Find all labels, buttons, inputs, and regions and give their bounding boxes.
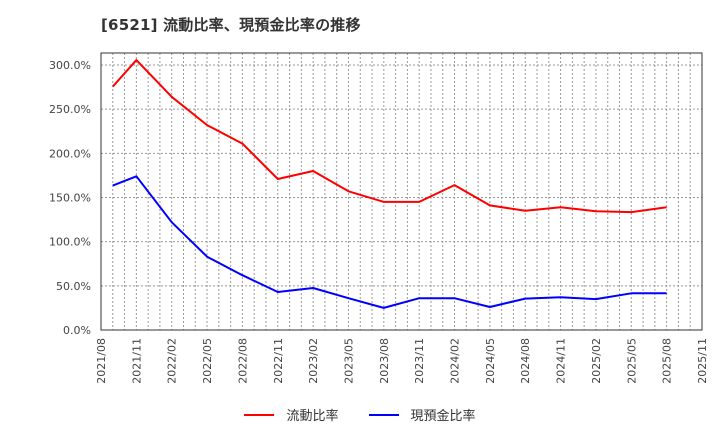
x-tick-label: 2021/08 [95, 338, 108, 384]
series-line-cash-ratio [112, 175, 667, 309]
x-tick-label: 2021/11 [130, 338, 143, 384]
x-tick-label: 2024/08 [519, 338, 532, 384]
x-tick-label: 2022/02 [166, 338, 179, 384]
x-tick-label: 2024/11 [555, 338, 568, 384]
x-tick-label: 2022/05 [201, 338, 214, 384]
x-tick-label: 2024/05 [484, 338, 497, 384]
x-tick-label: 2025/05 [625, 338, 638, 384]
x-tick-label: 2022/11 [272, 338, 285, 384]
x-tick-label: 2023/11 [413, 338, 426, 384]
legend: 流動比率 現預金比率 [0, 405, 720, 424]
legend-item-current-ratio: 流動比率 [244, 405, 339, 424]
legend-swatch-red [244, 413, 275, 416]
x-tick-label: 2023/05 [342, 338, 355, 384]
data-lines [112, 59, 667, 309]
x-tick-label: 2024/02 [449, 338, 462, 384]
legend-item-cash-ratio: 現預金比率 [368, 405, 476, 424]
y-tick-label: 150.0% [49, 192, 91, 205]
y-tick-label: 300.0% [49, 59, 91, 72]
y-tick-label: 0.0% [63, 324, 91, 337]
y-tick-label: 100.0% [49, 236, 91, 249]
y-tick-label: 200.0% [49, 147, 91, 160]
legend-swatch-blue [368, 413, 399, 416]
chart-title: [6521] 流動比率、現預金比率の推移 [101, 16, 361, 34]
x-tick-label: 2025/11 [696, 338, 709, 384]
y-tick-label: 250.0% [49, 103, 91, 116]
series-line-current-ratio [112, 59, 667, 214]
x-tick-label: 2023/02 [307, 338, 320, 384]
x-tick-label: 2025/08 [661, 338, 674, 384]
x-tick-label: 2022/08 [236, 338, 249, 384]
grid-lines [101, 53, 702, 330]
x-tick-label: 2025/02 [590, 338, 603, 384]
y-axis-ticks: 0.0% 50.0% 100.0% 150.0% 200.0% 250.0% 300.0% [49, 59, 91, 337]
legend-label: 流動比率 [286, 409, 339, 424]
x-tick-label: 2023/08 [378, 338, 391, 384]
plot-frame [100, 52, 703, 331]
y-tick-label: 50.0% [56, 280, 91, 293]
legend-label: 現預金比率 [410, 409, 476, 424]
x-axis-ticks: 2021/08 2021/11 2022/02 2022/05 2022/08 2022/… [95, 338, 709, 384]
